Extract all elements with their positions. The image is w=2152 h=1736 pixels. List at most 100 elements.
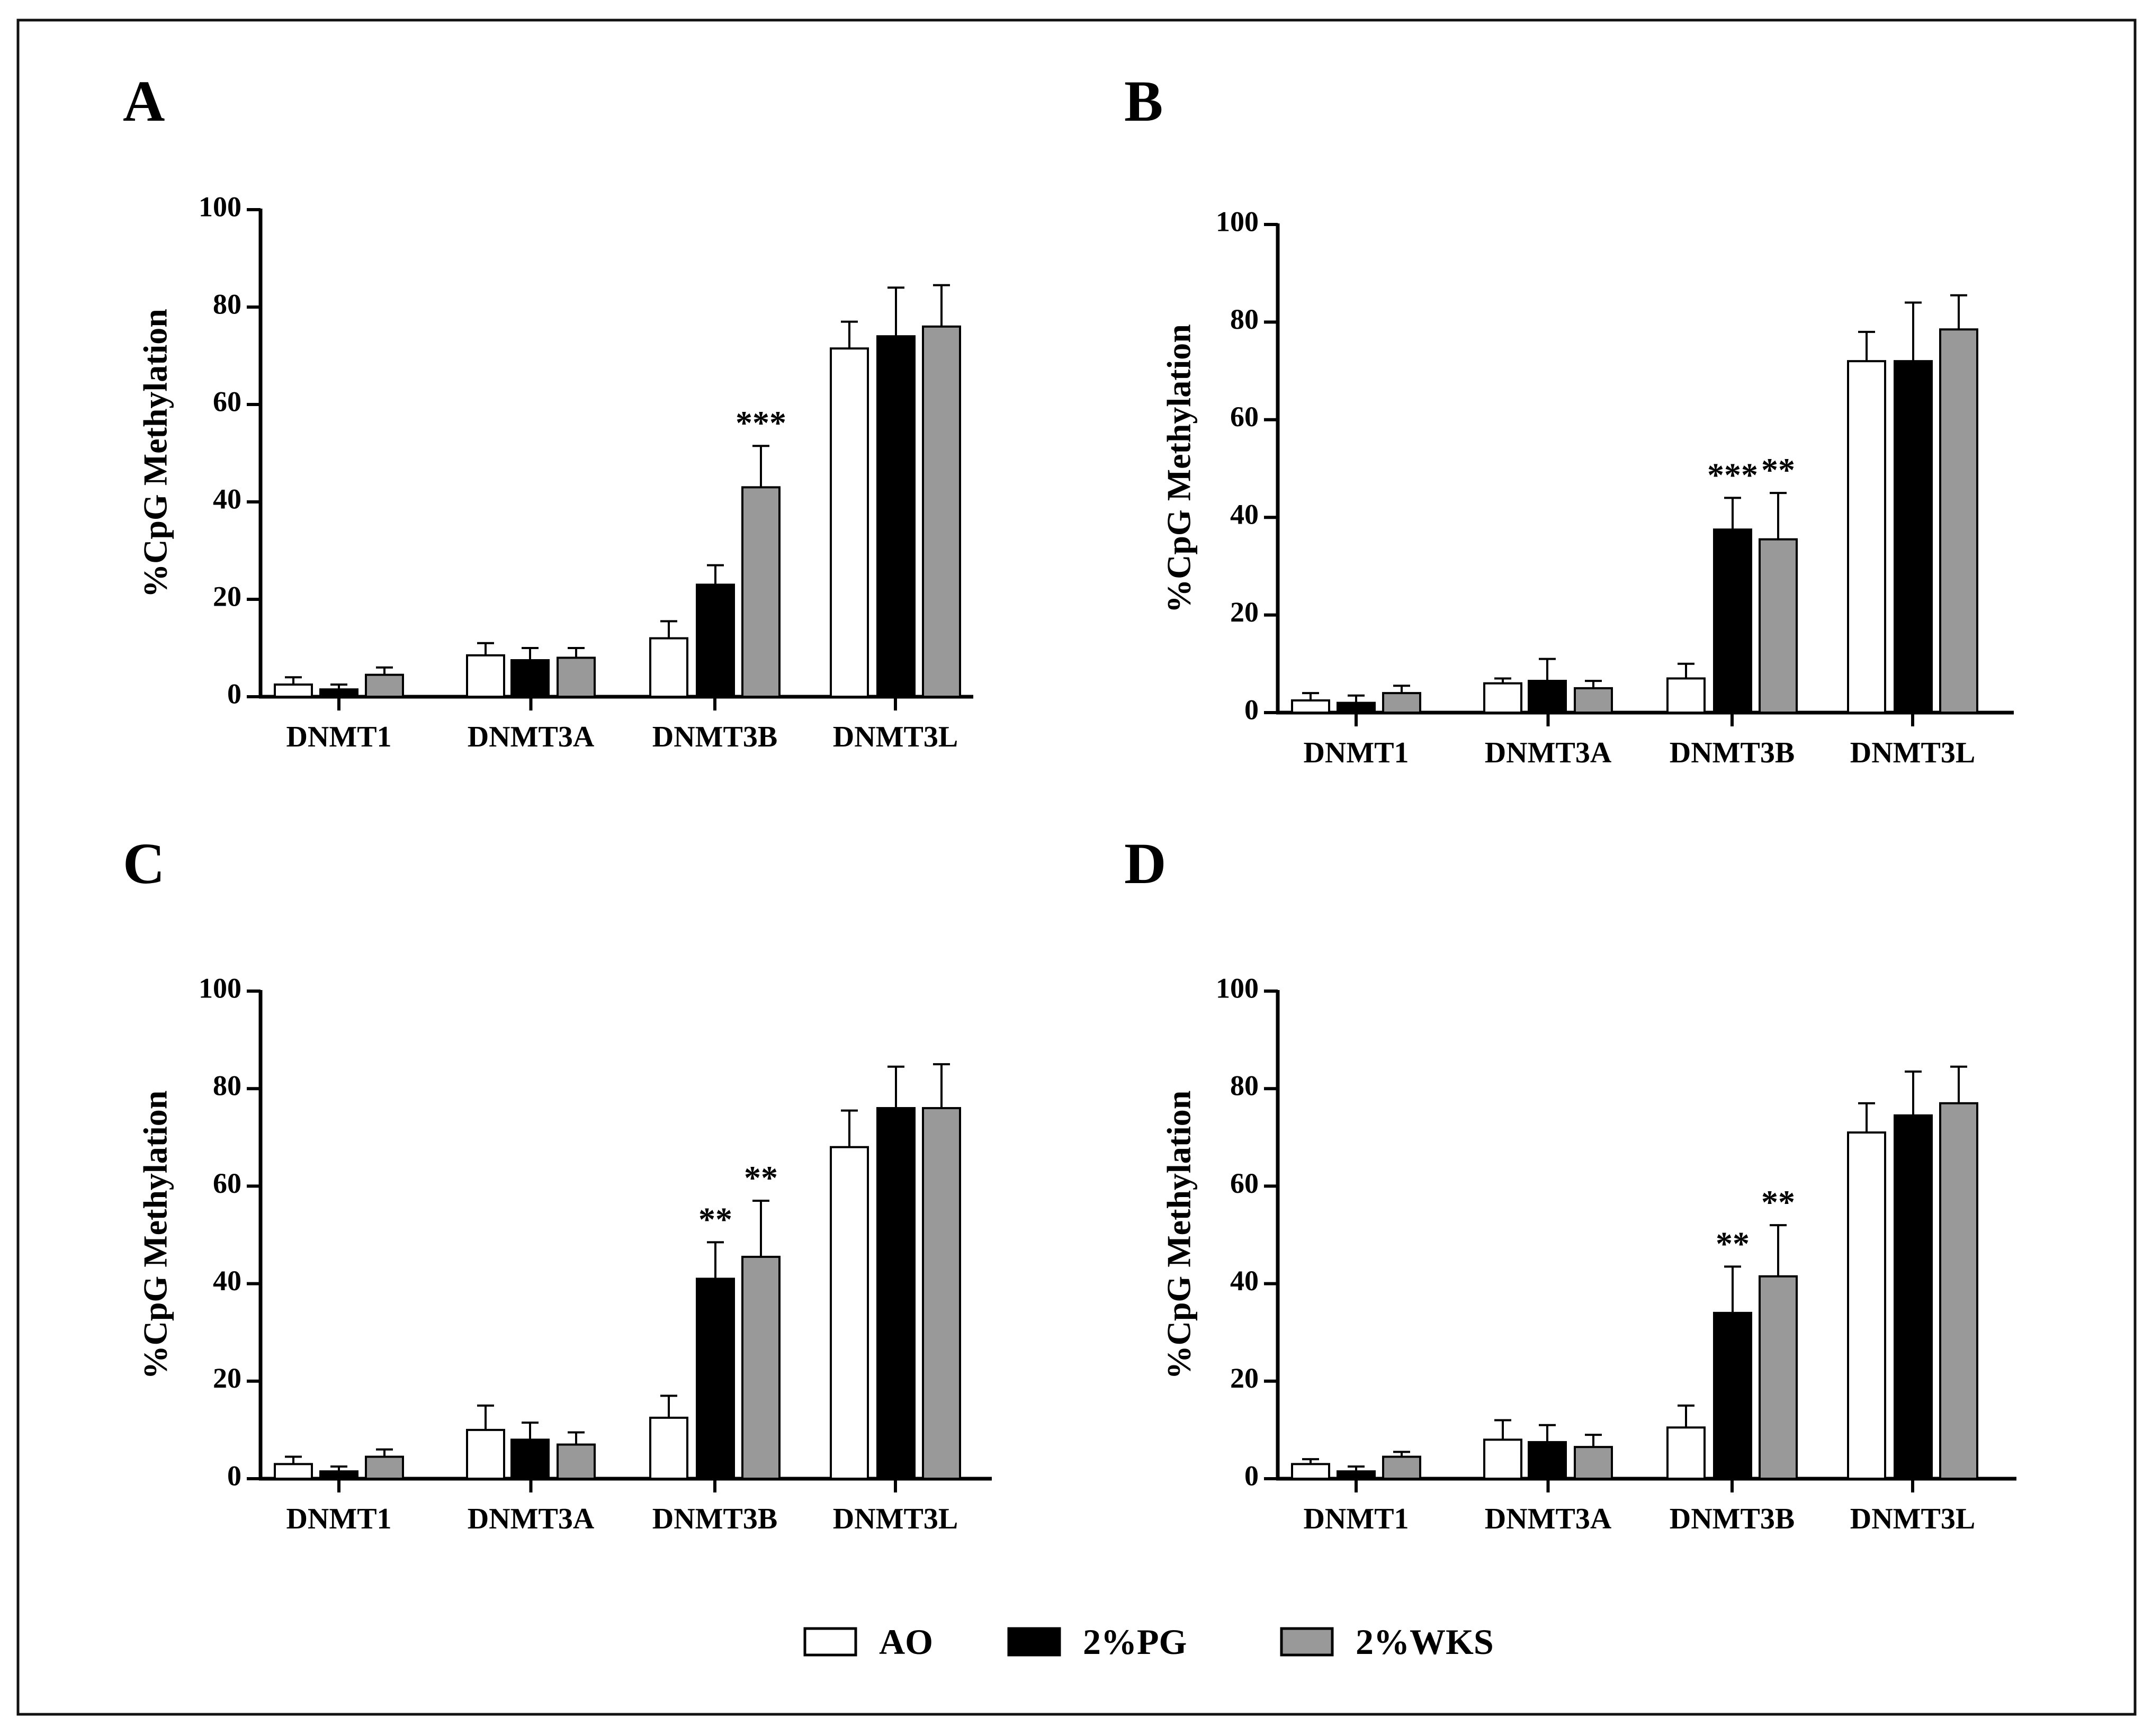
y-tick-label: 80 xyxy=(213,1070,241,1102)
bar-dnmt1-2wks xyxy=(1382,1455,1421,1480)
bar-dnmt1-ao xyxy=(1291,1463,1330,1480)
significance-marker: ** xyxy=(1761,1183,1795,1221)
bar-dnmt3b-ao xyxy=(1666,1426,1706,1480)
significance-marker: ** xyxy=(1761,451,1795,489)
y-tick-label: 60 xyxy=(1230,401,1259,433)
x-tick-label: DNMT3A xyxy=(468,721,595,753)
panels: A %CpG Methylation 0 20 40 60 80 100 DNMT1 DNMT3A… xyxy=(123,69,2016,1535)
bar-dnmt3a-ao xyxy=(466,654,505,698)
significance-marker: *** xyxy=(736,404,786,442)
y-axis-title: %CpG Methylation xyxy=(1160,324,1198,613)
bar-dnmt3l-2pg xyxy=(1894,1114,1933,1480)
bar-dnmt3b-ao xyxy=(649,1416,688,1480)
chart-panel-d: D %CpG Methylation 0 20 40 60 80 100 DNMT1 DNMT3A… xyxy=(1124,831,2016,1535)
x-tick-label: DNMT3L xyxy=(833,721,958,753)
bar-dnmt3a-2pg xyxy=(1528,680,1567,714)
significance-marker: ** xyxy=(1716,1225,1750,1262)
bar-dnmt1-ao xyxy=(274,683,313,698)
y-axis-title: %CpG Methylation xyxy=(1160,1091,1198,1380)
panel-letter: C xyxy=(123,831,165,896)
bar-dnmt3a-2wks xyxy=(1574,687,1613,714)
chart-panel-b: B %CpG Methylation 0 20 40 60 80 100 DNMT1 DNMT3A… xyxy=(1124,69,2014,769)
y-tick-label: 20 xyxy=(213,1362,241,1394)
x-tick-label: DNMT3B xyxy=(1670,736,1795,769)
bar-dnmt1-2pg xyxy=(319,1470,358,1480)
y-tick-label: 40 xyxy=(1230,499,1259,530)
x-tick-label: DNMT3A xyxy=(1485,1503,1612,1535)
y-tick-label: 60 xyxy=(1230,1167,1259,1199)
y-tick-label: 100 xyxy=(199,972,241,1004)
x-tick-label: DNMT3B xyxy=(652,1503,777,1535)
bar-dnmt3b-2wks xyxy=(741,1255,781,1480)
x-tick-label: DNMT3A xyxy=(1485,736,1612,769)
bar-dnmt3a-ao xyxy=(1483,682,1522,714)
panel-letter: B xyxy=(1124,69,1163,133)
x-tick-label: DNMT3B xyxy=(1670,1503,1795,1535)
bar-dnmt3b-ao xyxy=(649,637,688,698)
chart-panel-a: A %CpG Methylation 0 20 40 60 80 100 DNMT1 DNMT3A… xyxy=(123,69,973,753)
bar-dnmt3b-2pg xyxy=(696,583,735,698)
y-tick-label: 80 xyxy=(1230,303,1259,335)
bar-dnmt3b-2wks xyxy=(741,486,781,698)
panel-letter: D xyxy=(1124,831,1166,896)
y-tick-label: 40 xyxy=(1230,1265,1259,1297)
bar-dnmt3a-2pg xyxy=(510,659,550,698)
bar-dnmt3a-ao xyxy=(1483,1438,1522,1480)
x-tick-label: DNMT3B xyxy=(652,721,777,753)
bar-dnmt3a-2wks xyxy=(1574,1446,1613,1480)
bar-dnmt3b-2pg xyxy=(1713,528,1752,714)
y-tick-label: 60 xyxy=(213,385,241,417)
bar-dnmt1-2wks xyxy=(1382,692,1421,714)
y-tick-label: 100 xyxy=(1216,972,1259,1004)
y-tick-label: 20 xyxy=(213,580,241,612)
x-tick-label: DNMT1 xyxy=(1303,1503,1409,1535)
y-tick-label: 80 xyxy=(1230,1070,1259,1102)
y-tick-label: 0 xyxy=(1244,694,1259,725)
bar-dnmt1-2wks xyxy=(365,673,404,698)
x-tick-label: DNMT1 xyxy=(1303,736,1409,769)
bar-dnmt3a-2pg xyxy=(510,1438,550,1480)
bar-dnmt3l-2pg xyxy=(876,335,916,698)
legend-item-wks: 2%WKS xyxy=(1280,1622,1494,1662)
bar-dnmt1-ao xyxy=(274,1463,313,1480)
legend-swatch xyxy=(1007,1627,1061,1657)
bar-dnmt3l-2wks xyxy=(922,325,961,698)
bar-dnmt3a-2wks xyxy=(557,1443,596,1480)
bar-dnmt1-ao xyxy=(1291,699,1330,714)
bar-dnmt3l-2pg xyxy=(1894,360,1933,714)
x-tick-label: DNMT1 xyxy=(286,1503,391,1535)
bar-dnmt3l-ao xyxy=(830,1146,869,1480)
y-tick-label: 60 xyxy=(213,1167,241,1199)
bar-dnmt3b-2wks xyxy=(1759,1275,1798,1480)
x-tick-label: DNMT3A xyxy=(468,1503,595,1535)
legend-item-ao: AO xyxy=(803,1622,933,1662)
y-tick-label: 100 xyxy=(1216,205,1259,237)
bar-dnmt3a-2wks xyxy=(557,656,596,698)
bar-dnmt3a-ao xyxy=(466,1428,505,1480)
y-axis-title: %CpG Methylation xyxy=(137,309,174,598)
legend-label: 2%PG xyxy=(1083,1622,1187,1662)
bar-dnmt3b-ao xyxy=(1666,677,1706,714)
bar-dnmt3l-2wks xyxy=(1939,1102,1978,1480)
x-tick-label: DNMT3L xyxy=(1850,1503,1975,1535)
bar-dnmt3l-ao xyxy=(1847,360,1886,714)
legend-item-pg: 2%PG xyxy=(1007,1622,1187,1662)
y-axis-title: %CpG Methylation xyxy=(137,1091,174,1380)
bar-dnmt1-2pg xyxy=(319,688,358,698)
y-tick-label: 40 xyxy=(213,483,241,515)
bar-dnmt1-2pg xyxy=(1337,1470,1376,1480)
legend-label: AO xyxy=(879,1622,933,1662)
y-tick-label: 40 xyxy=(213,1265,241,1297)
chart-panel-c: C %CpG Methylation 0 20 40 60 80 100 DNMT1 DNMT3A… xyxy=(123,831,992,1535)
y-tick-label: 20 xyxy=(1230,1362,1259,1394)
bar-dnmt3l-2wks xyxy=(1939,328,1978,714)
legend: AO 2%PG 2%WKS xyxy=(803,1622,1494,1662)
y-tick-label: 0 xyxy=(227,1460,241,1491)
bar-dnmt1-2wks xyxy=(365,1455,404,1480)
panel-letter: A xyxy=(123,69,165,133)
significance-marker: ** xyxy=(698,1200,732,1238)
figure-frame xyxy=(16,19,2137,1716)
legend-swatch xyxy=(1280,1627,1334,1657)
bar-dnmt3b-2wks xyxy=(1759,538,1798,714)
